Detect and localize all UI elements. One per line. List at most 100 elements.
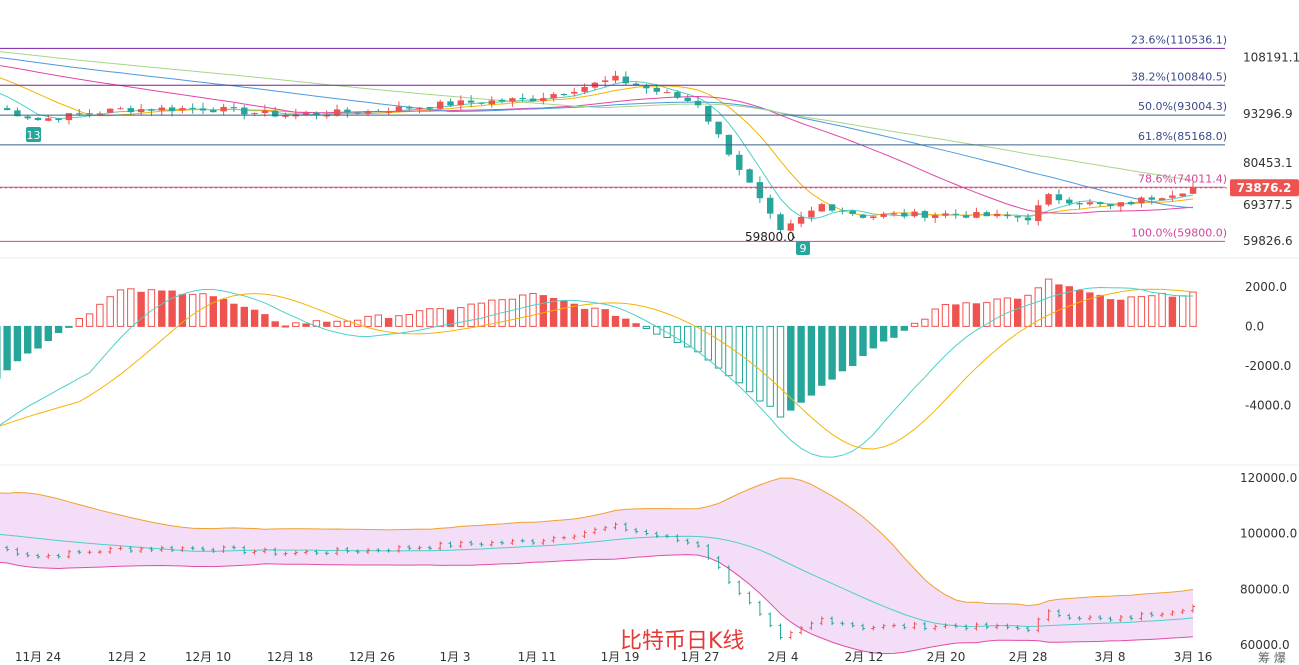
candle-down	[498, 99, 506, 102]
candle-up	[993, 213, 1001, 217]
candle-down	[767, 197, 774, 214]
macd-bar-positive	[1168, 296, 1177, 327]
fib-label: 50.0%(93004.3)	[1138, 100, 1227, 113]
x-tick: 1月 3	[439, 650, 470, 664]
candle-up	[890, 213, 898, 215]
candle-down	[76, 113, 83, 115]
candle-up	[973, 212, 980, 218]
macd-bar-positive	[1189, 291, 1197, 327]
candle-up	[416, 107, 423, 110]
fib-label: 23.6%(110536.1)	[1131, 33, 1227, 46]
candle-down	[148, 109, 155, 111]
candle-up	[1138, 197, 1145, 204]
macd-bar-positive	[1014, 298, 1022, 327]
candle-up	[509, 98, 516, 102]
candle-down	[406, 106, 413, 109]
macd-bar-negative	[24, 325, 32, 354]
annotation-9-label: 9	[800, 242, 807, 255]
y-tick-boll: 60000.0	[1240, 638, 1290, 652]
candle-down	[674, 92, 681, 98]
candle-down	[354, 112, 361, 114]
macd-bar-positive	[529, 293, 537, 327]
boll-lower-line	[0, 554, 1194, 655]
macd-bar-positive	[611, 315, 620, 327]
candle-up	[333, 109, 341, 116]
candle-down	[467, 100, 475, 103]
x-tick: 1月 19	[601, 650, 640, 664]
macd-bar-positive	[96, 303, 104, 327]
x-tick: 1月 27	[681, 650, 720, 664]
macd-bar-negative	[859, 325, 867, 356]
macd-bar-negative	[13, 325, 22, 362]
y-tick-boll: 120000.0	[1240, 471, 1297, 485]
candle-down	[24, 116, 31, 119]
candle-down	[705, 105, 712, 122]
macd-bar-positive	[467, 303, 475, 327]
watermark-title: 比特币日K线	[620, 629, 744, 654]
candle-up	[65, 113, 73, 121]
candle-down	[839, 210, 846, 212]
macd-bar-negative	[766, 325, 774, 407]
candle-up	[581, 87, 588, 92]
candle-up	[302, 113, 310, 115]
candle-up	[1158, 198, 1166, 201]
candle-up	[323, 115, 330, 117]
macd-bar-positive	[1106, 299, 1115, 327]
x-axis: 11月 24 12月 2 12月 10 12月 18 12月 26 1月 3 1月 11 1月…	[15, 650, 1213, 664]
boll-pane	[0, 477, 1195, 655]
candle-down	[756, 182, 764, 199]
last-price-badge: 73876.2	[1230, 179, 1299, 197]
candle-up	[602, 80, 609, 82]
macd-bar-positive	[962, 302, 970, 327]
macd-bar-positive	[1127, 296, 1135, 327]
candle-down	[736, 154, 743, 170]
x-tick: 12月 18	[267, 650, 313, 664]
candle-up	[457, 100, 464, 106]
macd-bar-positive	[426, 308, 434, 327]
macd-bar-negative	[869, 325, 877, 349]
macd-bar-negative	[756, 325, 764, 402]
macd-bar-positive	[292, 322, 300, 327]
macd-bar-positive	[972, 303, 981, 327]
macd-bar-positive	[137, 291, 145, 327]
ma-line-blue	[0, 57, 1194, 209]
candle-up	[1117, 202, 1124, 207]
macd-bar-negative	[3, 325, 11, 371]
fib-label: 78.6%(74011.4)	[1138, 172, 1227, 185]
candle-down	[55, 118, 62, 120]
candle-up	[437, 101, 444, 109]
macd-bar-negative	[745, 325, 754, 393]
candle-down	[859, 214, 867, 218]
candle-down	[560, 94, 568, 95]
macd-bar-negative	[44, 325, 52, 341]
x-tick: 2月 12	[845, 650, 884, 664]
candle-down	[632, 83, 640, 86]
candle-down	[983, 212, 990, 217]
macd-bar-positive	[622, 318, 630, 327]
boll-band-fill	[0, 478, 1193, 654]
macd-bar-positive	[539, 295, 547, 327]
candle-up	[540, 98, 547, 101]
candle-down	[1076, 203, 1083, 205]
macd-bar-positive	[189, 293, 197, 327]
macd-bar-positive	[374, 314, 383, 327]
annotation-9: 9	[796, 241, 810, 255]
macd-bar-positive	[199, 293, 207, 327]
macd-bar-negative	[704, 325, 712, 361]
x-tick: 1月 11	[518, 650, 557, 664]
macd-bar-positive	[168, 290, 176, 327]
macd-bar-positive	[405, 314, 414, 327]
last-price-label: 73876.2	[1237, 181, 1292, 195]
macd-bar-negative	[807, 325, 816, 396]
macd-bar-positive	[271, 321, 279, 327]
macd-bar-positive	[436, 308, 444, 327]
candle-down	[230, 107, 238, 109]
macd-bar-negative	[890, 325, 898, 338]
y-tick-macd: -4000.0	[1245, 399, 1291, 413]
macd-bar-positive	[323, 321, 331, 327]
macd-bar-positive	[1096, 294, 1104, 327]
fib-label: 100.0%(59800.0)	[1131, 226, 1227, 239]
macd-bar-negative	[818, 325, 826, 386]
macd-dea-line	[0, 288, 1194, 450]
y-tick-boll: 100000.0	[1240, 527, 1297, 541]
